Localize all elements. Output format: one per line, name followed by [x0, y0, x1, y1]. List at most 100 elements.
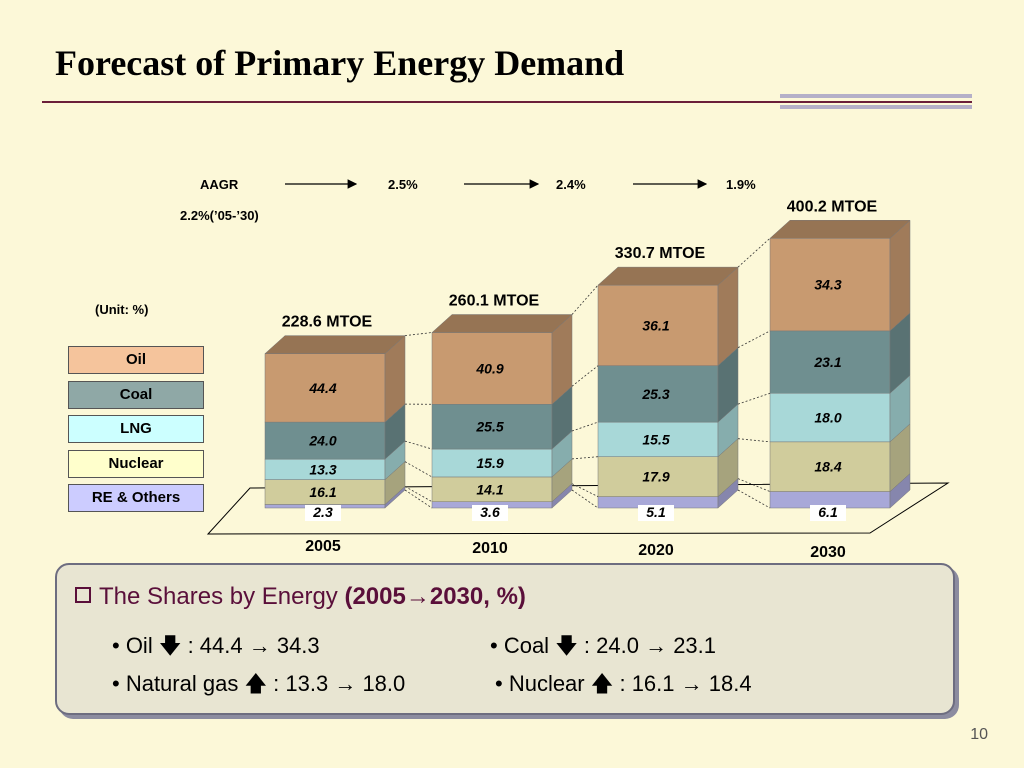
- summary-item-nuclear-value: : 16.1 → 18.4: [613, 671, 752, 696]
- data-label-lng-2010: 15.9: [476, 455, 503, 471]
- total-label-2030: 400.2 MTOE: [787, 198, 878, 215]
- bar-oil-2010: [431, 332, 553, 405]
- arrow-up-icon: 🡅: [590, 671, 614, 696]
- bar-top-2010: [431, 314, 573, 333]
- data-label-re-others-2005: 2.3: [312, 504, 333, 520]
- summary-title: The Shares by Energy (2005→2030, %): [75, 583, 526, 611]
- total-label-2010: 260.1 MTOE: [449, 293, 540, 310]
- bar-side-oil-2030: [889, 219, 911, 332]
- bar-lng-2020: [597, 421, 719, 457]
- legend-lng: LNG: [68, 415, 204, 443]
- bar-top-2005: [264, 335, 406, 354]
- connector-line: [571, 365, 599, 387]
- data-label-coal-2020: 25.3: [641, 386, 669, 402]
- summary-item-gas-value: : 13.3 → 18.0: [267, 671, 406, 696]
- legend-nuclear: Nuclear: [68, 450, 204, 478]
- data-label-oil-2020: 36.1: [642, 317, 669, 333]
- connector-line: [571, 284, 599, 315]
- data-label-oil-2030: 34.3: [814, 277, 841, 293]
- page-title: Forecast of Primary Energy Demand: [55, 43, 625, 83]
- connector-line: [404, 332, 433, 337]
- data-label-oil-2005: 44.4: [308, 380, 336, 396]
- aagr-rate-2: 2.4%: [556, 177, 586, 192]
- arrow-down-icon: 🡇: [555, 633, 578, 658]
- data-label-coal-2030: 23.1: [813, 354, 841, 370]
- connector-line: [571, 489, 599, 509]
- data-label-coal-2005: 24.0: [308, 433, 336, 449]
- bar-oil-2020: [597, 284, 719, 366]
- data-label-re-others-2020: 5.1: [646, 504, 666, 520]
- data-label-re-others-2030: 6.1: [818, 504, 838, 520]
- bar-coal-2020: [597, 365, 719, 423]
- connector-line: [571, 483, 599, 497]
- connector-line: [404, 440, 433, 450]
- data-label-box-2020: [638, 505, 674, 521]
- data-label-lng-2005: 13.3: [309, 461, 336, 477]
- aagr-rate-3: 1.9%: [726, 177, 756, 192]
- bar-coal-2010: [431, 404, 553, 450]
- x-tick-label-2010: 2010: [472, 540, 508, 557]
- connector-line: [737, 478, 771, 492]
- data-label-box-2005: [305, 505, 341, 521]
- bar-nuclear-2005: [264, 479, 386, 505]
- summary-title-prefix: The Shares by Energy: [99, 583, 345, 610]
- summary-item-coal-label: • Coal: [490, 633, 556, 658]
- summary-item-coal-value: : 24.0 → 23.1: [577, 633, 717, 658]
- data-label-oil-2010: 40.9: [475, 360, 503, 376]
- bar-coal-2030: [769, 330, 891, 394]
- data-label-re-others-2010: 3.6: [480, 504, 500, 520]
- x-tick-label-2005: 2005: [305, 538, 341, 555]
- summary-item-nuclear: • Nuclear 🡅 : 16.1 → 18.4: [495, 667, 752, 705]
- bar-top-2020: [597, 266, 739, 286]
- summary-item-oil: • Oil 🡇 : 44.4 → 34.3: [112, 629, 320, 667]
- data-label-lng-2030: 18.0: [814, 410, 841, 426]
- legend-re-others: RE & Others: [68, 484, 204, 512]
- summary-item-gas-label: • Natural gas: [112, 671, 245, 696]
- arrow-down-icon: 🡇: [158, 633, 182, 658]
- bar-oil-2030: [769, 238, 891, 332]
- summary-item-oil-label: • Oil: [112, 633, 159, 658]
- data-label-lng-2020: 15.5: [642, 431, 669, 447]
- connector-line: [404, 486, 433, 503]
- connector-line: [404, 489, 433, 509]
- connector-line: [737, 489, 771, 509]
- summary-item-nuclear-label: • Nuclear: [495, 671, 591, 696]
- bar-oil-2005: [264, 353, 386, 423]
- summary-box: The Shares by Energy (2005→2030, %) • Oi…: [55, 563, 955, 715]
- bar-top-2030: [769, 220, 911, 239]
- x-tick-label-2020: 2020: [638, 542, 674, 559]
- aagr-overall: 2.2%(’05-’30): [180, 208, 259, 223]
- decorative-bar-bottom: [780, 105, 972, 109]
- summary-item-natural-gas: • Natural gas 🡅 : 13.3 → 18.0: [112, 667, 405, 705]
- data-label-nuclear-2020: 17.9: [642, 469, 669, 485]
- title-underline: [42, 101, 972, 103]
- bar-nuclear-2030: [769, 441, 891, 492]
- arrow-up-icon: 🡅: [244, 671, 268, 696]
- unit-label: (Unit: %): [95, 302, 149, 317]
- total-label-2005: 228.6 MTOE: [282, 314, 373, 331]
- data-label-nuclear-2005: 16.1: [309, 484, 336, 500]
- data-label-nuclear-2010: 14.1: [476, 481, 503, 497]
- bar-lng-2030: [769, 393, 891, 443]
- legend-coal: Coal: [68, 381, 204, 409]
- connector-line: [737, 237, 771, 268]
- summary-title-range: (2005→2030, %): [344, 583, 526, 610]
- connector-line: [571, 456, 599, 460]
- connector-line: [404, 461, 433, 478]
- connector-line: [571, 421, 599, 432]
- connector-line: [737, 330, 771, 349]
- total-label-2020: 330.7 MTOE: [615, 245, 706, 262]
- checkbox-bullet-icon: [75, 587, 91, 603]
- data-label-box-2010: [472, 505, 508, 521]
- data-label-coal-2010: 25.5: [475, 419, 503, 435]
- legend-oil: Oil: [68, 346, 204, 374]
- summary-item-coal: • Coal 🡇 : 24.0 → 23.1: [490, 629, 716, 667]
- data-label-nuclear-2030: 18.4: [814, 459, 841, 475]
- aagr-rate-1: 2.5%: [388, 177, 418, 192]
- stacked-bar-chart: 2.3 16.1 13.3 24.0 44.4 228.6 MTOE 2005 3.6 14.1…: [206, 179, 950, 560]
- decorative-bar-top: [780, 94, 972, 98]
- data-label-box-2030: [810, 505, 846, 521]
- connector-line: [737, 438, 771, 443]
- connector-line: [737, 392, 771, 405]
- aagr-label: AAGR: [200, 177, 239, 192]
